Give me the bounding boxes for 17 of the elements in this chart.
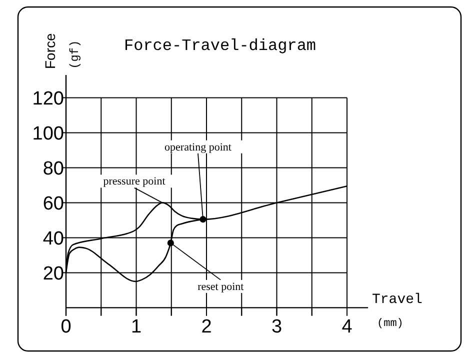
x-axis-title: Travel (mm) [372, 292, 422, 330]
y-axis-title: Force (gf) [42, 33, 82, 69]
y-tick-label: 100 [32, 124, 64, 145]
x-tick-label: 3 [271, 316, 282, 338]
y-tick-label: 40 [42, 228, 64, 250]
y-tick-label: 20 [42, 264, 64, 285]
y-tick-label: 120 [32, 88, 64, 110]
x-tick-label: 1 [130, 316, 142, 338]
x-tick-label: 0 [60, 316, 72, 338]
annotation: pressure point [103, 176, 166, 188]
chart-title: Force-Travel-diagram [124, 37, 316, 55]
x-tick-label: 4 [342, 316, 353, 338]
y-tick-label: 60 [42, 194, 64, 215]
x-tick-label: 2 [201, 316, 212, 338]
annotation: operating point [164, 141, 232, 154]
annotation: reset point [198, 280, 244, 293]
y-tick-label: 80 [42, 158, 64, 180]
